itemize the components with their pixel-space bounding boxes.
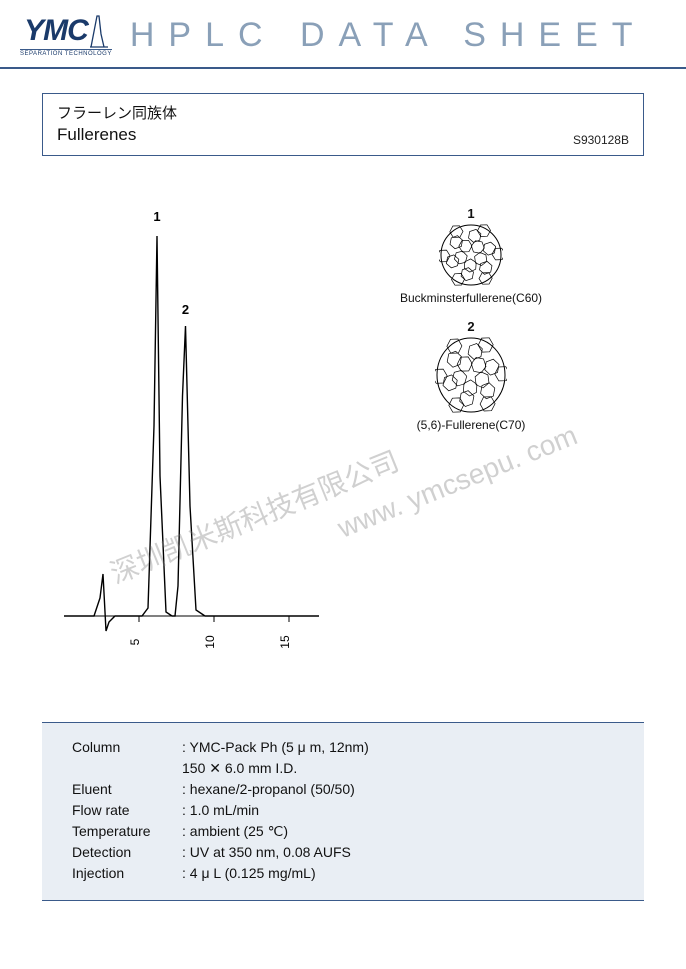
svg-text:5: 5 bbox=[128, 638, 142, 645]
logo-text: YMC bbox=[24, 14, 88, 48]
logo-subtext: SEPARATION TECHNOLOGY bbox=[20, 49, 112, 57]
condition-label: Flow rate bbox=[72, 800, 182, 821]
condition-label: Eluent bbox=[72, 779, 182, 800]
condition-value: UV at 350 nm, 0.08 AUFS bbox=[182, 842, 351, 863]
legend-item-2: 2 (5,6)-Fullerene(C70) bbox=[400, 319, 542, 432]
fullerene-c70-icon bbox=[435, 336, 507, 414]
condition-label bbox=[72, 758, 182, 779]
svg-text:10: 10 bbox=[203, 635, 217, 649]
condition-label: Detection bbox=[72, 842, 182, 863]
condition-row: Eluenthexane/2-propanol (50/50) bbox=[72, 779, 626, 800]
conditions-box: ColumnYMC-Pack Ph (5 μ m, 12nm) 150 ✕ 6.… bbox=[42, 722, 644, 901]
logo: YMC SEPARATION TECHNOLOGY bbox=[20, 14, 112, 57]
condition-value: YMC-Pack Ph (5 μ m, 12nm) bbox=[182, 737, 369, 758]
legend-name: (5,6)-Fullerene(C70) bbox=[400, 418, 542, 432]
sample-box: フラーレン同族体 Fullerenes S930128B bbox=[42, 93, 644, 156]
sample-name-jp: フラーレン同族体 bbox=[57, 102, 629, 123]
svg-text:1: 1 bbox=[153, 209, 160, 224]
condition-label: Column bbox=[72, 737, 182, 758]
condition-value: ambient (25 ℃) bbox=[182, 821, 288, 842]
legend-item-1: 1 Buckminsterfullerene(C60) bbox=[400, 206, 542, 305]
legend: 1 Buckminsterfullerene(C60) 2 (5,6)-Full… bbox=[400, 206, 542, 446]
sample-code: S930128B bbox=[573, 133, 629, 147]
condition-value: hexane/2-propanol (50/50) bbox=[182, 779, 355, 800]
condition-row: Flow rate1.0 mL/min bbox=[72, 800, 626, 821]
condition-label: Temperature bbox=[72, 821, 182, 842]
svg-text:15: 15 bbox=[278, 635, 292, 649]
sample-name-en: Fullerenes bbox=[57, 125, 629, 145]
condition-row: 150 ✕ 6.0 mm I.D. bbox=[72, 758, 626, 779]
condition-row: Injection4 μ L (0.125 mg/mL) bbox=[72, 863, 626, 884]
condition-value: 150 ✕ 6.0 mm I.D. bbox=[182, 758, 297, 779]
condition-value: 1.0 mL/min bbox=[182, 800, 259, 821]
header: YMC SEPARATION TECHNOLOGY HPLC DATA SHEE… bbox=[0, 0, 686, 69]
logo-peak-icon bbox=[90, 14, 108, 48]
chromatogram: 5 10 15 1 2 bbox=[60, 186, 320, 686]
legend-name: Buckminsterfullerene(C60) bbox=[400, 291, 542, 305]
legend-num: 2 bbox=[400, 319, 542, 334]
fullerene-c60-icon bbox=[439, 223, 503, 287]
svg-text:2: 2 bbox=[182, 302, 189, 317]
page-title: HPLC DATA SHEET bbox=[130, 16, 647, 55]
condition-row: ColumnYMC-Pack Ph (5 μ m, 12nm) bbox=[72, 737, 626, 758]
legend-num: 1 bbox=[400, 206, 542, 221]
condition-row: DetectionUV at 350 nm, 0.08 AUFS bbox=[72, 842, 626, 863]
condition-label: Injection bbox=[72, 863, 182, 884]
condition-value: 4 μ L (0.125 mg/mL) bbox=[182, 863, 316, 884]
condition-row: Temperatureambient (25 ℃) bbox=[72, 821, 626, 842]
main-area: 5 10 15 1 2 1 Buckminsterfullerene(C60) 2 (5… bbox=[0, 156, 686, 716]
